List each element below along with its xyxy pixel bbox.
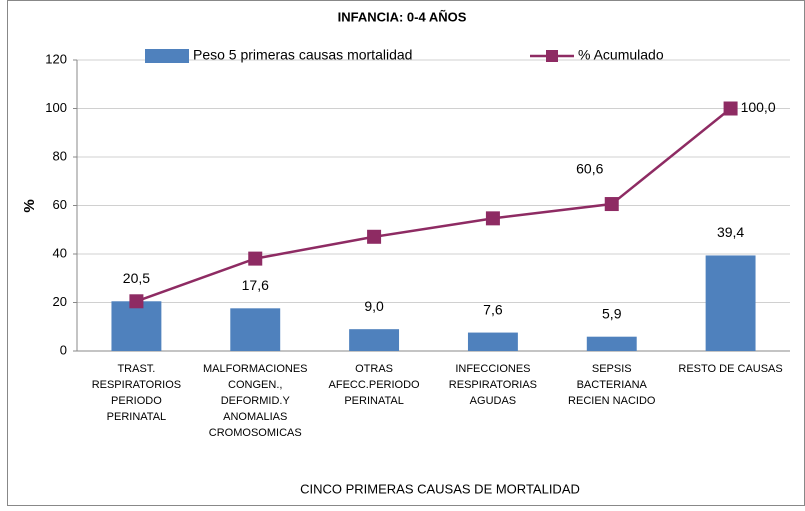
y-tick-label: 80 [53, 148, 67, 163]
bar [705, 255, 756, 351]
x-tick-label: OTRAS AFECC.PERIODO PERINATAL [329, 363, 421, 407]
x-tick-label: INFECCIONES RESPIRATORIAS AGUDAS [449, 363, 537, 407]
x-tick-label: RESTO DE CAUSAS [678, 363, 782, 375]
line-marker [129, 294, 144, 309]
y-axis-label: % [21, 199, 38, 212]
bar [230, 308, 281, 351]
legend-label: Peso 5 primeras causas mortalidad [193, 47, 412, 63]
y-tick-label: 0 [60, 342, 67, 357]
line [135, 107, 732, 303]
data-label: 60,6 [576, 161, 603, 177]
legend-swatch [546, 50, 558, 62]
y-tick-label: 40 [53, 245, 67, 260]
y-tick-label: 20 [53, 294, 67, 309]
line-marker [367, 229, 382, 244]
y-tick-label: 100 [45, 100, 67, 115]
data-label: 20,5 [123, 270, 150, 286]
data-label: 100,0 [741, 99, 776, 115]
x-axis-label: CINCO PRIMERAS CAUSAS DE MORTALIDAD [300, 481, 580, 496]
line-marker [248, 251, 263, 266]
x-tick-label: MALFORMACIONES CONGEN., DEFORMID.Y ANOMALIA… [203, 363, 308, 439]
data-label: 17,6 [242, 277, 269, 293]
data-label: 5,9 [602, 305, 622, 321]
legend-label: % Acumulado [578, 47, 664, 63]
bar [586, 336, 637, 351]
y-tick-label: 60 [53, 197, 67, 212]
line-marker [723, 101, 738, 116]
line-marker [604, 197, 619, 212]
x-tick-label: SEPSIS BACTERIANA RECIEN NACIDO [568, 363, 656, 407]
x-tick-label: TRAST. RESPIRATORIOS PERIODO PERINATAL [92, 363, 181, 423]
bar [467, 332, 518, 351]
line-marker [485, 211, 500, 226]
data-label: 9,0 [364, 298, 384, 314]
bar [111, 301, 162, 351]
chart-frame [7, 0, 805, 506]
legend-swatch [145, 49, 189, 63]
data-label: 7,6 [483, 301, 503, 317]
data-label: 39,4 [717, 224, 744, 240]
chart-title: INFANCIA: 0-4 AÑOS [338, 9, 467, 24]
bar [349, 329, 400, 351]
y-tick-label: 120 [45, 51, 67, 66]
